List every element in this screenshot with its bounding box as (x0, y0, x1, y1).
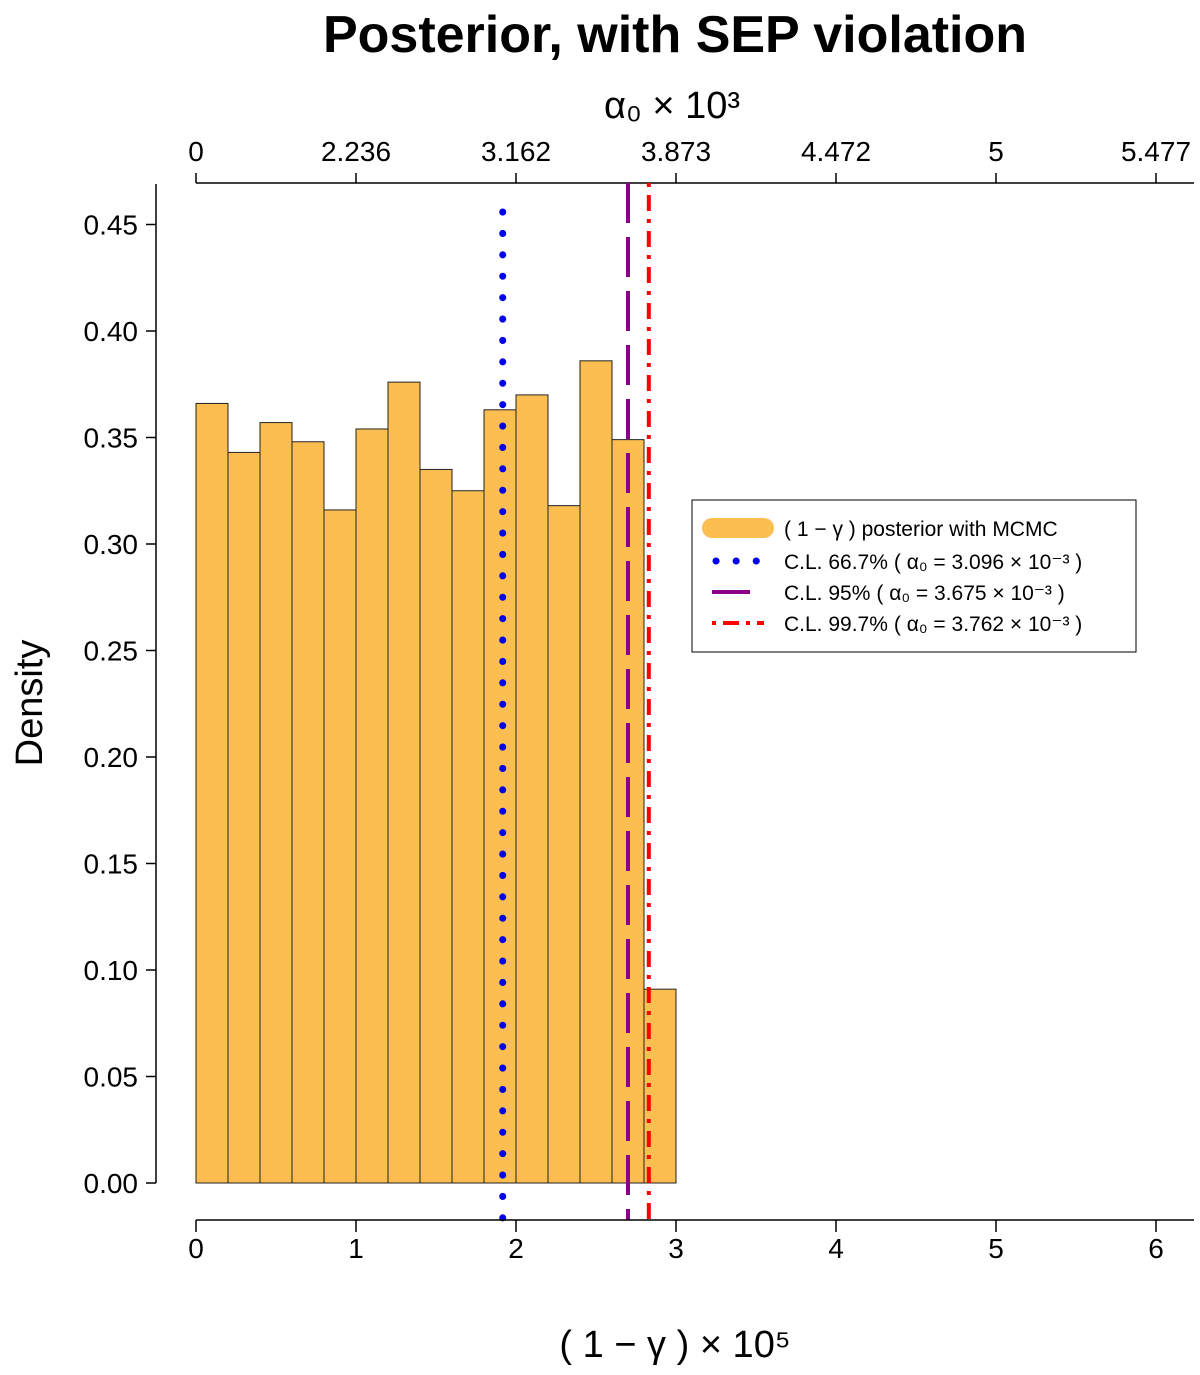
legend-cl95-alpha: ( α₀ = 3.675 × 10⁻³ ) (876, 582, 1064, 605)
x-tick-label: 3 (668, 1233, 684, 1264)
y-tick-label: 0.30 (84, 529, 139, 560)
histogram-bar (387, 381, 421, 1184)
histogram-bar (547, 505, 581, 1184)
histogram-bar (323, 509, 357, 1184)
legend-cl667-alpha: ( α₀ = 3.096 × 10⁻³ ) (894, 551, 1082, 574)
top-axis-label: α₀ × 10³ (604, 85, 740, 127)
x-axis: 0 1 2 3 4 5 6 (188, 1219, 1194, 1264)
histogram-bars (195, 360, 677, 1184)
histogram-bar (291, 441, 325, 1184)
x-tick-label: 4 (828, 1233, 844, 1264)
top-tick-label: 3.873 (641, 136, 711, 167)
confidence-lines (499, 183, 651, 1224)
y-tick-label: 0.20 (84, 742, 139, 773)
y-tick-label: 0.00 (84, 1168, 139, 1199)
histogram-bar (195, 402, 229, 1184)
histogram-bar (579, 360, 613, 1184)
histogram-bar (355, 428, 389, 1184)
y-tick-label: 0.40 (84, 316, 139, 347)
y-tick-label: 0.25 (84, 636, 139, 667)
legend-label-histogram: ( 1 − γ ) posterior with MCMC (784, 518, 1058, 541)
x-tick-label: 6 (1148, 1233, 1164, 1264)
legend: ( 1 − γ ) posterior with MCMC C.L. 66.7%… (691, 499, 1137, 653)
histogram-bar (227, 451, 261, 1184)
x-tick-label: 1 (348, 1233, 364, 1264)
chart-title: Posterior, with SEP violation (323, 6, 1027, 64)
histogram-bar (515, 394, 549, 1184)
y-tick-label: 0.15 (84, 849, 139, 880)
top-tick-label: 5.477 (1121, 136, 1191, 167)
x-tick-label: 2 (508, 1233, 524, 1264)
legend-label-cl667: C.L. 66.7% ( α₀ = 3.096 × 10⁻³ ) (784, 551, 1082, 574)
top-tick-label: 5 (988, 136, 1004, 167)
histogram-bar (419, 468, 453, 1184)
top-tick-label: 0 (188, 136, 204, 167)
legend-cl997-name: C.L. 99.7% (784, 613, 888, 636)
x-tick-label: 0 (188, 1233, 204, 1264)
y-axis: 0.00 0.05 0.10 0.15 0.20 0.25 0.30 0.35 0.40 0.45 (84, 184, 157, 1199)
y-tick-label: 0.35 (84, 423, 139, 454)
legend-cl95-name: C.L. 95% (784, 582, 870, 605)
y-tick-label: 0.10 (84, 955, 139, 986)
histogram-bar (259, 422, 293, 1184)
y-tick-label: 0.45 (84, 210, 139, 241)
top-tick-label: 2.236 (321, 136, 391, 167)
legend-label-cl95: C.L. 95% ( α₀ = 3.675 × 10⁻³ ) (784, 582, 1065, 605)
top-tick-label: 4.472 (801, 136, 871, 167)
y-axis-label: Density (9, 640, 51, 767)
legend-cl667-name: C.L. 66.7% (784, 551, 888, 574)
y-tick-label: 0.05 (84, 1062, 139, 1093)
legend-label-cl997: C.L. 99.7% ( α₀ = 3.762 × 10⁻³ ) (784, 613, 1082, 636)
top-tick-label: 3.162 (481, 136, 551, 167)
top-axis: 0 2.236 3.162 3.873 4.472 5 5.477 (188, 136, 1194, 184)
legend-cl997-alpha: ( α₀ = 3.762 × 10⁻³ ) (894, 613, 1082, 636)
x-tick-label: 5 (988, 1233, 1004, 1264)
histogram-bar (451, 490, 485, 1184)
x-axis-label: ( 1 − γ ) × 10⁵ (559, 1324, 790, 1366)
histogram-bar (483, 409, 517, 1184)
